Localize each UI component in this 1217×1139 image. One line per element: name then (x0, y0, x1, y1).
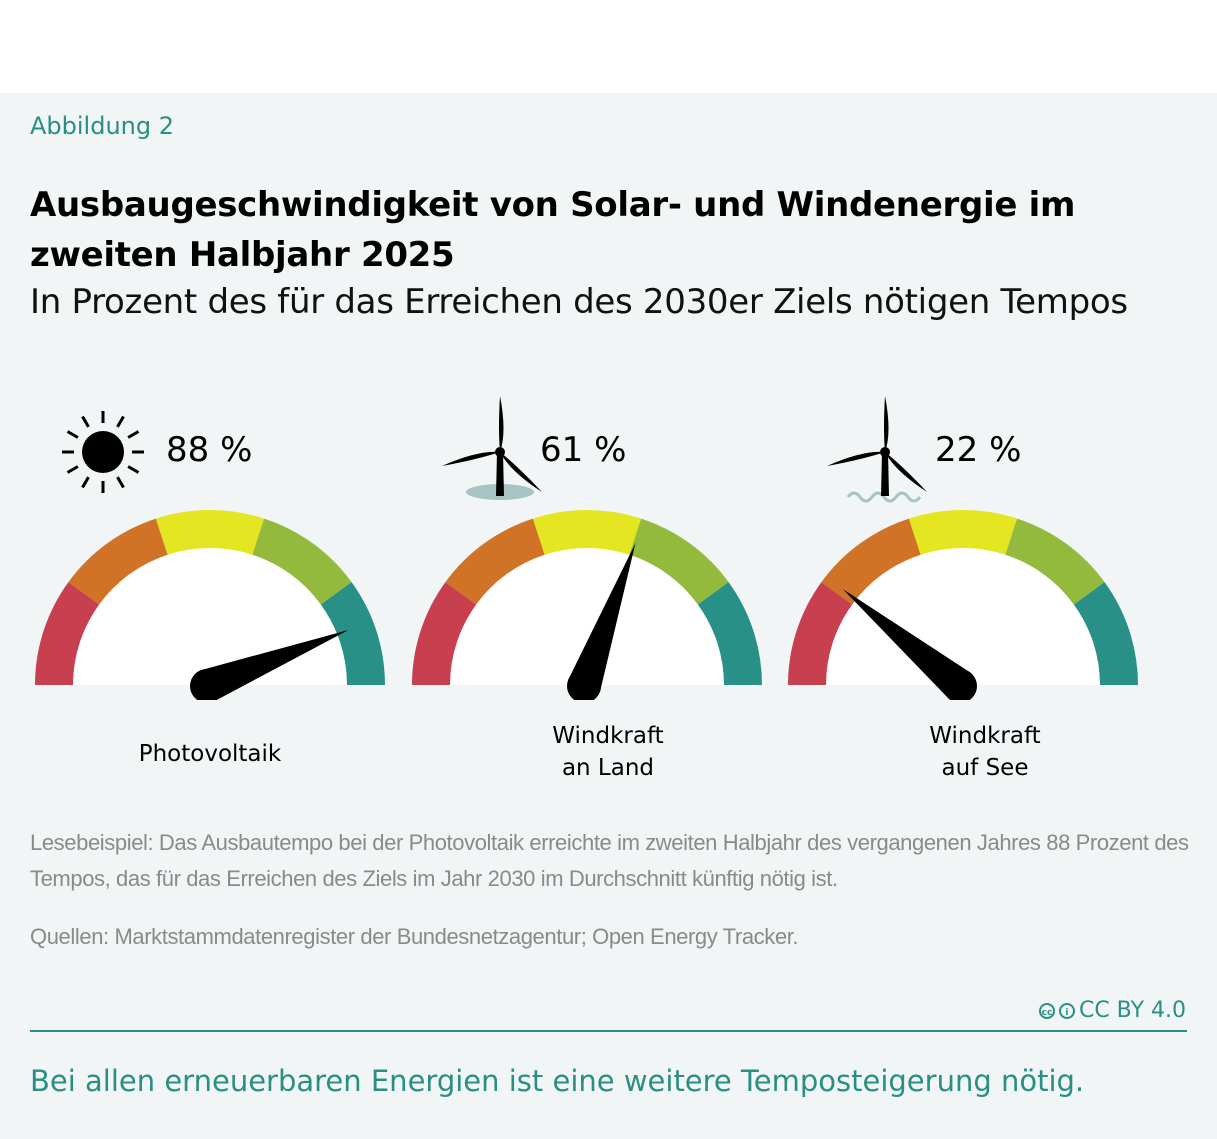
chart-title: Ausbaugeschwindigkeit von Solar- und Win… (30, 185, 1076, 275)
gauge-label: Photovoltaik (138, 741, 282, 767)
gauge-zone (68, 518, 168, 605)
turbine-blade (499, 396, 504, 452)
turbine-blade (500, 452, 542, 492)
license: cc i CC BY 4.0 (1038, 998, 1186, 1023)
takeaway: Bei allen erneuerbaren Energien ist eine… (30, 1064, 1085, 1098)
turbine-blade (827, 451, 885, 466)
water-waves-icon (846, 491, 922, 503)
turbine-blade (442, 451, 500, 466)
gauge-needle (200, 630, 349, 700)
sources: Quellen: Marktstammdatenregister der Bun… (30, 924, 799, 949)
sun-ray (66, 430, 79, 439)
gauge-zone (821, 518, 921, 605)
figure-label: Abbildung 2 (30, 112, 175, 140)
gauge-zone (445, 518, 545, 605)
sun-ray (81, 476, 90, 489)
gauges-chart (35, 396, 1138, 700)
turbine-tower (881, 452, 889, 496)
sun-ray (127, 465, 140, 474)
turbine-blade (884, 396, 889, 452)
gauge-zone (532, 510, 642, 555)
gauge-zone (252, 518, 352, 605)
gauge-zone (35, 582, 100, 685)
gauge-face (826, 548, 1100, 685)
attribution-icon: i (1058, 1002, 1075, 1019)
cc-icon: cc (1038, 1002, 1055, 1019)
sun-ray (116, 476, 125, 489)
gauge-zone (697, 582, 762, 685)
offshore-wind-turbine-icon (880, 447, 890, 457)
turbine-blade (885, 452, 927, 492)
gauge-needle-hub (943, 669, 977, 700)
divider (30, 1030, 1187, 1032)
gauge-zone (1073, 582, 1138, 685)
gauge-zone (320, 582, 385, 685)
gauge-value-label: 61 % (540, 430, 627, 470)
license-text: CC BY 4.0 (1078, 998, 1186, 1023)
chart-subtitle: In Prozent des für das Erreichen des 203… (30, 282, 1128, 322)
gauge-zone (788, 582, 853, 685)
gauge-needle-hub (567, 669, 601, 700)
gauge-value-label: 88 % (166, 430, 253, 470)
sun-ray (81, 415, 90, 428)
turbine-tower (496, 452, 504, 496)
gauge-zone (412, 582, 477, 685)
sun-ray (127, 430, 140, 439)
gauge-zone (155, 510, 265, 555)
sun-icon (82, 431, 124, 473)
gauge-zone (1005, 518, 1105, 605)
gauge-value-label: 22 % (935, 430, 1022, 470)
gauge-label: Windkraft auf See (929, 723, 1041, 781)
onshore-wind-turbine-icon (495, 447, 505, 457)
gauge-needle (842, 589, 971, 700)
sun-ray (116, 415, 125, 428)
gauge-face (450, 548, 724, 685)
gauge-zone (629, 518, 729, 605)
gauge-needle (568, 542, 636, 692)
gauge-zone (908, 510, 1018, 555)
sun-ray (66, 465, 79, 474)
reading-example: Lesebeispiel: Das Ausbautempo bei der Ph… (30, 830, 1189, 891)
gauge-needle-hub (190, 669, 224, 700)
gauge-label: Windkraft an Land (552, 723, 664, 781)
